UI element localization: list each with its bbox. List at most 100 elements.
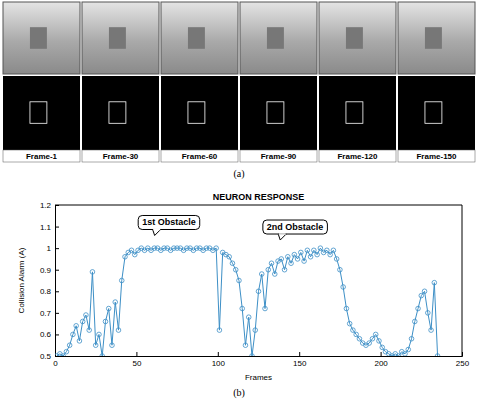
data-point [165,246,170,251]
data-point [93,343,98,348]
data-point [246,315,251,320]
data-point [181,248,186,253]
data-point [357,336,362,341]
data-point [84,313,89,318]
chart-title: NEURON RESPONSE [213,192,305,202]
data-point [129,248,134,253]
data-point [386,352,391,356]
data-point [214,246,219,251]
data-point [224,252,229,257]
edge-image [398,76,475,162]
data-point [132,252,137,257]
y-tick-label: 1.2 [40,201,52,210]
data-point [263,306,268,311]
data-point [191,248,196,253]
frame-label: Frame-150 [416,152,457,161]
y-axis: 0.50.60.70.80.911.11.2 [40,201,59,361]
x-tick: 100 [212,352,226,368]
y-tick: 0.7 [40,309,59,318]
edge-shape [109,102,126,124]
x-tick-label: 100 [212,359,226,368]
data-point [331,248,336,253]
data-point [116,328,121,333]
frame-label: Frame-1 [26,152,58,161]
annotation-text: 2nd Obstacle [267,222,324,232]
y-tick-label: 0.5 [40,352,52,361]
x-tick-label: 200 [374,359,388,368]
data-point [149,248,154,253]
data-point [198,246,203,251]
label-strip [319,150,396,162]
data-point [377,339,382,344]
series-line [57,248,438,356]
y-tick-label: 0.9 [40,266,52,275]
data-point [393,352,398,356]
y-axis-line [56,206,60,357]
x-tick: 50 [132,352,141,368]
frame-right [462,205,463,356]
data-point [233,267,238,272]
data-point [406,347,411,352]
y-tick: 0.6 [40,330,59,339]
data-point [315,252,320,257]
x-tick-mark [299,352,300,356]
data-point [351,328,356,333]
annotation-pointer [153,229,161,235]
data-point [426,311,431,316]
frame-panel: Frame-1 [3,2,80,162]
plot-background [55,205,462,356]
annotation: 2nd Obstacle [263,220,328,240]
data-point [364,343,369,348]
x-tick-mark [136,352,137,356]
y-tick: 0.5 [40,352,59,361]
label-strip [240,150,317,162]
y-tick-mark [55,356,59,357]
edge-image [240,76,317,162]
data-point [87,328,92,333]
data-point [412,319,417,324]
label-strip [398,150,475,162]
data-point [178,246,183,251]
annotation-pointer [278,234,286,240]
y-tick: 1 [47,244,59,253]
data-point [299,250,304,255]
x-tick-mark [381,352,382,356]
y-tick-mark [55,313,59,314]
data-point [136,248,141,253]
pointer-join [153,229,160,231]
data-point [142,248,147,253]
data-point [123,254,128,259]
y-tick-label: 0.8 [40,287,52,296]
data-point [344,306,349,311]
data-point [126,250,131,255]
figure: Frame-1Frame-30Frame-60Frame-90Frame-120… [0,0,478,402]
data-point [347,321,352,326]
label-strip [161,150,238,162]
x-tick-label: 50 [132,359,141,368]
y-tick-mark [55,334,59,335]
data-point [289,261,294,266]
data-point [399,349,404,354]
plot-area [55,246,440,356]
data-point [256,289,261,294]
edge-image [3,76,80,162]
edge-shape [188,102,205,124]
data-point [159,248,164,253]
x-tick-label: 150 [293,359,307,368]
data-point [321,250,326,255]
data-point [67,343,72,348]
data-point [266,267,271,272]
data-point [279,257,284,262]
data-point [383,349,388,354]
data-point [302,259,307,264]
data-point [227,254,232,259]
data-point [272,272,277,277]
data-point [305,248,310,253]
data-point [74,324,79,329]
data-point [325,248,330,253]
data-point [403,352,408,356]
frame-panel: Frame-30 [82,2,159,162]
data-point [282,267,287,272]
label-strip [3,150,80,162]
data-point [90,270,95,275]
